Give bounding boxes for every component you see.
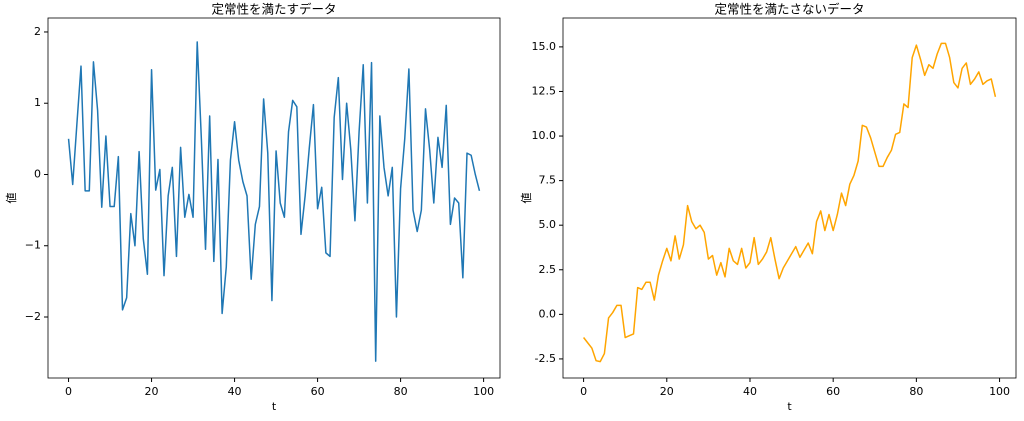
- y-tick-label: 0.0: [539, 307, 557, 320]
- y-tick-label: 2.5: [539, 263, 557, 276]
- x-tick-label: 100: [473, 385, 494, 398]
- data-line: [582, 42, 997, 363]
- x-tick-label: 40: [743, 385, 757, 398]
- x-tick-label: 60: [826, 385, 840, 398]
- y-axis-label: 値: [5, 193, 18, 204]
- x-tick-label: 80: [394, 385, 408, 398]
- y-tick-label: -2.5: [535, 352, 556, 365]
- x-tick-label: 20: [145, 385, 159, 398]
- y-tick-label: 2: [34, 25, 41, 38]
- data-line: [67, 41, 481, 362]
- x-tick-label: 80: [909, 385, 923, 398]
- plot-frame: [47, 17, 501, 379]
- y-tick-label: 5.0: [539, 218, 557, 231]
- y-tick-label: 10.0: [532, 129, 557, 142]
- x-tick-label: 0: [65, 385, 72, 398]
- y-tick-label: 0: [34, 167, 41, 180]
- y-tick-label: −2: [25, 310, 41, 323]
- y-tick-label: 15.0: [532, 40, 557, 53]
- x-tick-label: 40: [228, 385, 242, 398]
- y-tick-label: 1: [34, 96, 41, 109]
- x-tick-label: 100: [989, 385, 1010, 398]
- x-tick-label: 20: [660, 385, 674, 398]
- x-axis-label: t: [272, 400, 277, 413]
- y-tick-label: −1: [25, 239, 41, 252]
- y-axis-label: 値: [520, 193, 533, 204]
- x-axis-label: t: [787, 400, 792, 413]
- x-tick-label: 0: [580, 385, 587, 398]
- x-tick-label: 60: [311, 385, 325, 398]
- chart-title: 定常性を満たさないデータ: [714, 2, 864, 17]
- y-tick-label: 12.5: [532, 84, 557, 97]
- y-tick-label: 7.5: [539, 174, 557, 187]
- chart-title: 定常性を満たすデータ: [211, 2, 336, 17]
- plot-frame: [562, 17, 1017, 379]
